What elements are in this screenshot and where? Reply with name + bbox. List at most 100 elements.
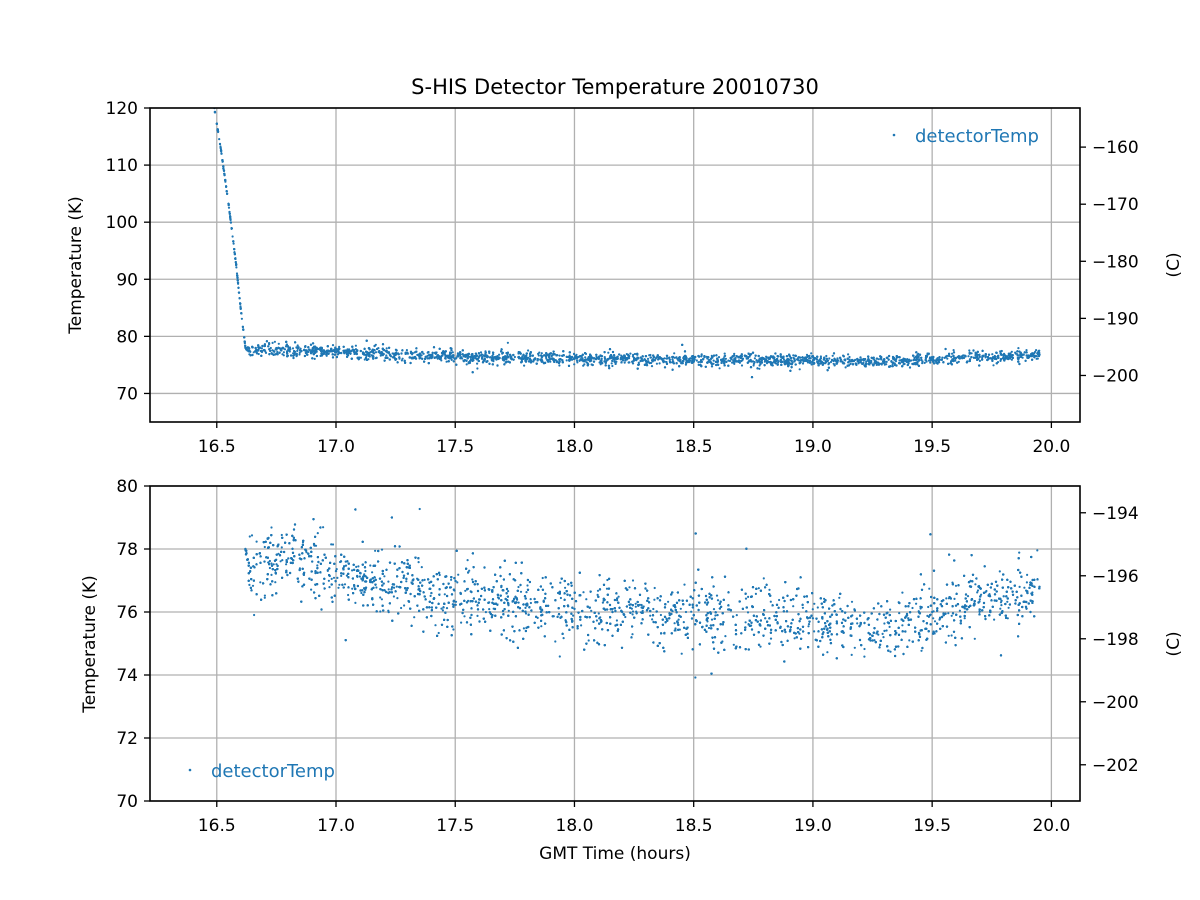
data-point	[663, 366, 667, 369]
data-point	[411, 357, 414, 360]
data-point	[637, 361, 640, 364]
data-point	[986, 358, 989, 362]
data-point	[902, 363, 905, 366]
data-point	[440, 359, 443, 362]
data-point	[408, 356, 411, 359]
data-point	[268, 348, 271, 351]
data-point	[1005, 355, 1008, 358]
data-point	[1038, 349, 1041, 352]
data-point	[364, 356, 368, 359]
data-point	[589, 353, 592, 356]
data-point	[682, 359, 685, 362]
data-point	[363, 358, 366, 361]
data-point	[627, 361, 630, 364]
data-point	[665, 361, 668, 364]
data-point	[579, 355, 582, 358]
data-point	[303, 348, 306, 351]
data-point	[663, 357, 666, 360]
data-point	[229, 221, 232, 224]
data-point	[875, 363, 878, 366]
data-point	[547, 355, 551, 358]
data-point	[883, 363, 886, 366]
data-point	[915, 358, 919, 361]
data-point	[322, 349, 325, 352]
data-point	[568, 351, 571, 354]
data-point	[545, 352, 548, 355]
data-point	[592, 360, 596, 363]
data-point	[725, 360, 728, 363]
data-point	[808, 355, 811, 358]
data-point	[741, 357, 745, 360]
data-point	[292, 356, 295, 360]
data-point	[831, 354, 834, 357]
data-point	[991, 356, 995, 360]
data-point	[254, 347, 257, 350]
data-point	[492, 358, 495, 361]
data-point	[443, 352, 446, 355]
data-point	[856, 359, 859, 362]
data-point	[947, 362, 950, 365]
data-point	[1031, 358, 1034, 361]
data-point	[523, 364, 526, 367]
data-point	[309, 343, 313, 346]
data-point	[739, 356, 743, 360]
data-point	[276, 350, 279, 354]
data-point	[359, 356, 362, 359]
data-point	[665, 357, 668, 360]
data-point	[578, 359, 581, 362]
data-point	[943, 356, 946, 359]
data-point	[518, 357, 521, 360]
data-point	[441, 354, 444, 357]
data-point	[352, 349, 355, 352]
data-point	[551, 357, 554, 360]
data-point	[608, 367, 611, 370]
data-point	[383, 349, 386, 352]
data-point	[600, 361, 603, 364]
data-point	[665, 362, 669, 365]
data-point	[898, 362, 901, 365]
data-point	[604, 364, 607, 367]
data-point	[710, 365, 714, 368]
data-point	[989, 357, 993, 360]
data-point	[981, 358, 984, 361]
data-point	[450, 349, 453, 352]
data-point	[575, 357, 579, 360]
data-point	[535, 362, 538, 365]
data-point	[776, 357, 779, 361]
data-point	[978, 353, 981, 356]
data-point	[810, 363, 813, 366]
data-point	[294, 341, 297, 344]
data-point	[257, 352, 260, 356]
data-point	[801, 362, 805, 365]
data-point	[505, 360, 508, 363]
data-point	[386, 356, 389, 359]
data-point	[1017, 347, 1020, 350]
data-point	[565, 359, 568, 362]
data-point	[231, 235, 234, 238]
data-point	[984, 353, 987, 356]
data-point	[248, 347, 251, 350]
data-point	[314, 345, 317, 348]
data-point	[722, 358, 725, 361]
data-point	[488, 350, 491, 353]
data-point	[228, 210, 231, 214]
data-point	[951, 352, 954, 355]
data-point	[582, 364, 585, 367]
data-point	[259, 346, 262, 349]
data-point	[873, 361, 876, 364]
data-point	[1019, 354, 1022, 357]
data-point	[584, 358, 587, 361]
data-point	[636, 356, 640, 360]
data-point	[875, 360, 878, 363]
data-point	[251, 346, 254, 349]
data-point	[606, 358, 610, 361]
data-point	[584, 356, 587, 359]
data-point	[1014, 351, 1017, 354]
data-point	[611, 350, 615, 354]
data-point	[368, 354, 371, 357]
data-point	[789, 356, 793, 360]
data-point	[995, 351, 998, 354]
data-point	[932, 360, 935, 363]
data-point	[227, 206, 231, 209]
data-point	[540, 352, 543, 355]
